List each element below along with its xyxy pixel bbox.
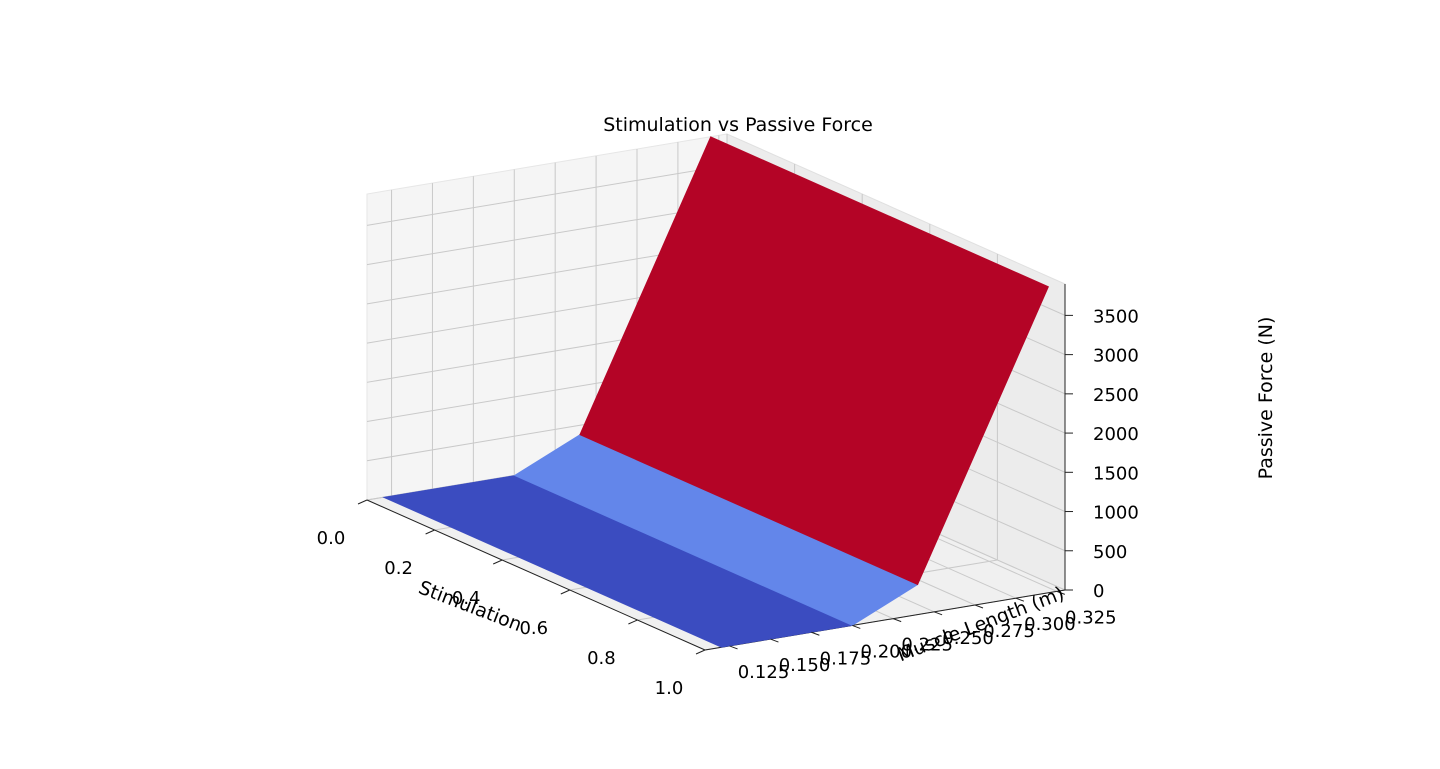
x-tick-mark	[357, 499, 368, 505]
y-tick-label: 0.325	[1065, 607, 1117, 628]
y-tick-label: 0.275	[983, 621, 1035, 642]
x-tick-mark	[425, 529, 435, 535]
y-tick-mark	[933, 611, 943, 616]
z-tick-label: 1500	[1093, 463, 1139, 484]
x-tick-label: 0.0	[317, 528, 346, 549]
x-tick-mark	[560, 589, 571, 595]
y-tick-mark	[811, 631, 820, 636]
x-axis-line	[366, 499, 706, 651]
x-tick-label: 0.2	[384, 558, 413, 579]
y-tick-label: 0.300	[1024, 614, 1076, 635]
x-tick-label: 0.8	[587, 648, 616, 669]
y-tick-mark	[1015, 597, 1025, 602]
y-tick-label: 0.125	[738, 662, 790, 683]
y-tick-label: 0.225	[901, 635, 953, 656]
z-grid-line	[366, 164, 728, 226]
y-tick-label: 0.150	[779, 655, 831, 676]
x-tick-mark	[695, 649, 706, 655]
tick-labels: 0.00.20.40.60.81.00.1250.1500.1750.2000.…	[317, 306, 1139, 699]
y-tick-mark	[852, 624, 861, 629]
z-grid-line	[366, 204, 728, 266]
y-tick-mark	[1056, 590, 1065, 595]
y-tick-label: 0.175	[820, 648, 872, 669]
y-tick-mark	[770, 638, 779, 643]
y-tick-mark	[893, 618, 902, 623]
y-tick-mark	[974, 604, 984, 609]
x-tick-mark	[492, 559, 503, 565]
surface	[382, 136, 1049, 648]
z-tick-label: 1000	[1093, 503, 1139, 524]
surface-patch	[579, 136, 1049, 586]
chart-title: Stimulation vs Passive Force	[603, 114, 873, 136]
z-tick-label: 2000	[1093, 424, 1139, 445]
x-axis-label: Stimulation	[415, 577, 524, 636]
z-tick-label: 0	[1093, 581, 1104, 602]
x-tick-label: 0.4	[452, 588, 481, 609]
y-tick-label: 0.250	[942, 628, 994, 649]
x-tick-label: 0.6	[519, 618, 548, 639]
z-tick-label: 2500	[1093, 385, 1139, 406]
y-tick-label: 0.200	[861, 642, 913, 663]
y-tick-mark	[729, 645, 738, 650]
x-tick-mark	[628, 619, 638, 625]
z-tick-label: 500	[1093, 542, 1127, 563]
z-axis-label: Passive Force (N)	[1255, 317, 1277, 480]
x-tick-label: 1.0	[655, 678, 684, 699]
z-tick-label: 3500	[1093, 306, 1139, 327]
z-tick-label: 3000	[1093, 346, 1139, 367]
